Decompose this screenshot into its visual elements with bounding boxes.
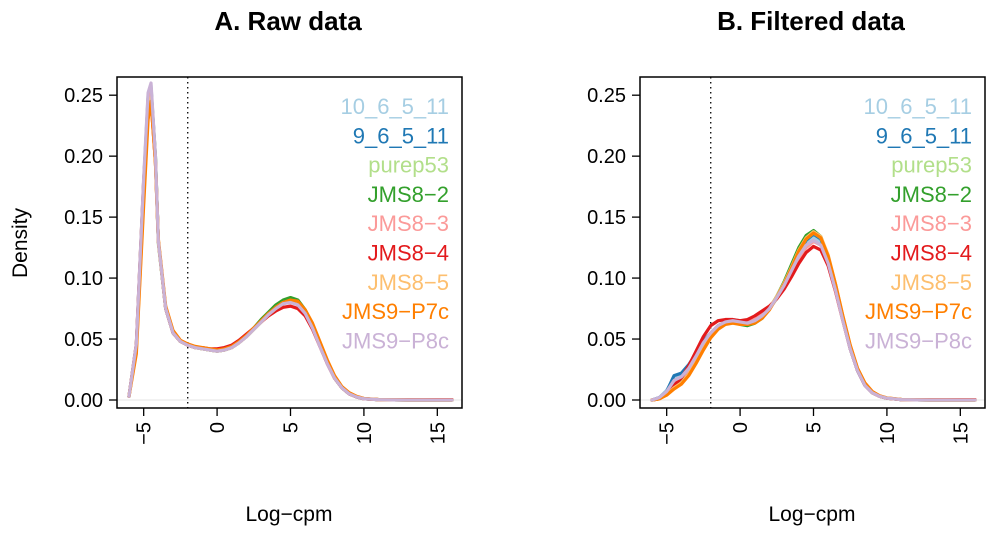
legend-entry: 10_6_5_11: [341, 94, 450, 119]
y-tick-label: 0.10: [64, 268, 103, 290]
x-tick-label: 15: [427, 422, 449, 444]
chart-title: B. Filtered data: [717, 6, 905, 36]
legend-entry: JMS8−5: [891, 270, 972, 295]
y-tick-label: 0.00: [587, 390, 626, 412]
legend-entry: JMS8−3: [368, 211, 449, 236]
legend-entry: JMS8−5: [368, 270, 449, 295]
legend-entry: JMS8−4: [891, 241, 972, 266]
panel-raw-data: A. Raw data 0.00 0.05 0.10 0.15 0.20 0.25 −5 0 5…: [9, 6, 463, 526]
plot-frame: [639, 76, 986, 409]
y-tick-label: 0.15: [587, 207, 626, 229]
x-tick-label: 5: [804, 422, 826, 433]
density-curve-9: [127, 81, 454, 402]
y-tick-label: 0.05: [64, 329, 103, 351]
y-tick-label: 0.00: [64, 390, 103, 412]
panel-filtered-data: B. Filtered data 0.00 0.05 0.10 0.15 0.20 0.2…: [587, 6, 986, 526]
x-tick-label: 10: [877, 422, 899, 444]
legend-entry: purep53: [891, 153, 972, 178]
x-tick-label: −5: [134, 422, 156, 445]
y-tick-label: 0.25: [587, 85, 626, 107]
legend-entry: purep53: [368, 153, 449, 178]
x-tick-label: 0: [730, 422, 752, 433]
legend-entry: JMS8−3: [891, 211, 972, 236]
legend-entry: 9_6_5_11: [876, 123, 972, 148]
plot-frame: [116, 76, 463, 409]
y-tick-label: 0.25: [64, 85, 103, 107]
chart-title: A. Raw data: [214, 6, 362, 36]
legend-entry: JMS8−2: [368, 182, 449, 207]
y-tick-label: 0.20: [587, 146, 626, 168]
legend-entry: 9_6_5_11: [353, 123, 449, 148]
x-tick-label: 15: [950, 422, 972, 444]
x-axis-label: Log−cpm: [246, 503, 333, 526]
x-tick-label: 5: [281, 422, 303, 433]
x-tick-label: 0: [207, 422, 229, 433]
y-tick-label: 0.05: [587, 329, 626, 351]
x-tick-label: 10: [354, 422, 376, 444]
legend-entry: JMS8−4: [368, 241, 449, 266]
legend-entry: 10_6_5_11: [864, 94, 973, 119]
legend-entry: JMS9−P7c: [865, 299, 972, 324]
x-axis-label: Log−cpm: [769, 503, 856, 526]
legend-entry: JMS9−P7c: [342, 299, 449, 324]
y-tick-label: 0.10: [587, 268, 626, 290]
x-tick-label: −5: [657, 422, 679, 445]
y-tick-label: 0.20: [64, 146, 103, 168]
legend-entry: JMS9−P8c: [342, 328, 449, 353]
density-curve-9: [650, 238, 977, 402]
legend-entry: JMS9−P8c: [865, 328, 972, 353]
y-tick-label: 0.15: [64, 207, 103, 229]
y-axis-label: Density: [9, 207, 32, 278]
legend-entry: JMS8−2: [891, 182, 972, 207]
